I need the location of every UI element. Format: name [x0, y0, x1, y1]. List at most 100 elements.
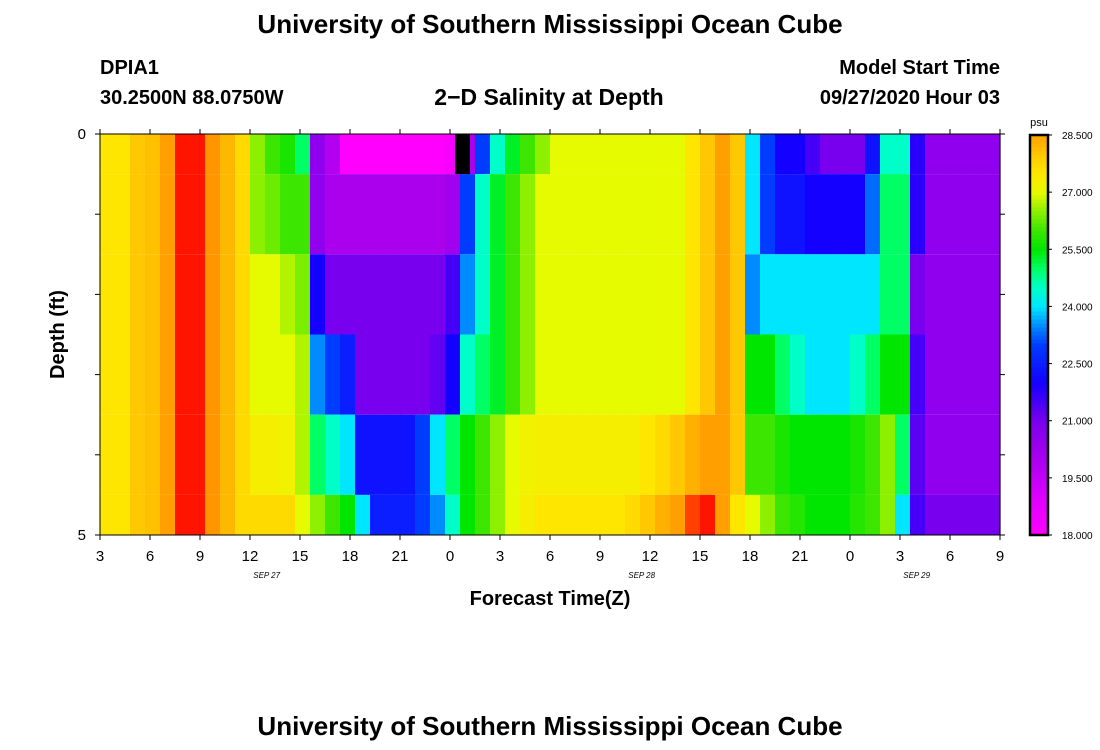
heatmap-cell: [355, 254, 371, 335]
colorbar-unit-label: psu: [1030, 117, 1048, 129]
heatmap-cell: [610, 414, 626, 495]
heatmap-cell: [235, 414, 251, 495]
heatmap-cell: [865, 334, 881, 415]
heatmap-cell: [400, 254, 416, 335]
heatmap-cell: [820, 254, 836, 335]
heatmap-cell: [565, 494, 581, 535]
heatmap-cell: [910, 494, 926, 535]
colorbar-segment: [1030, 139, 1048, 144]
colorbar-segment: [1030, 315, 1048, 320]
heatmap-cell: [145, 494, 161, 535]
heatmap-cell: [475, 254, 491, 335]
x-tick-label: 15: [692, 548, 709, 565]
colorbar-segment: [1030, 175, 1048, 180]
heatmap-cell: [520, 254, 536, 335]
heatmap-cell: [415, 174, 431, 255]
heatmap-cell: [505, 134, 521, 175]
heatmap-cell: [640, 334, 656, 415]
colorbar-segment: [1030, 343, 1048, 348]
heatmap-cell: [610, 494, 626, 535]
heatmap-cell: [880, 494, 896, 535]
colorbar-segment: [1030, 227, 1048, 232]
colorbar-segment: [1030, 211, 1048, 216]
colorbar-segment: [1030, 347, 1048, 352]
heatmap-cell: [415, 334, 431, 415]
colorbar-segment: [1030, 331, 1048, 336]
colorbar-segment: [1030, 191, 1048, 196]
colorbar-tick-label: 25.500: [1062, 245, 1093, 256]
heatmap-cell: [190, 134, 206, 175]
colorbar-segment: [1030, 459, 1048, 464]
heatmap-cell: [835, 134, 851, 175]
heatmap-cell: [100, 134, 116, 175]
heatmap-cell: [970, 254, 986, 335]
heatmap-cell: [535, 414, 551, 495]
heatmap-cell: [640, 254, 656, 335]
heatmap-cell: [355, 414, 371, 495]
heatmap-cell: [940, 414, 956, 495]
heatmap-cell: [520, 334, 536, 415]
colorbar-segment: [1030, 163, 1048, 168]
colorbar-segment: [1030, 471, 1048, 476]
x-tick-label: 6: [546, 548, 554, 565]
missing-value-marks: [455, 134, 470, 175]
heatmap-cell: [505, 254, 521, 335]
heatmap-cell: [235, 174, 251, 255]
heatmap-cell: [295, 494, 311, 535]
heatmap-cell: [760, 494, 776, 535]
x-tick-label: 9: [196, 548, 204, 565]
heatmap-cell: [730, 134, 746, 175]
heatmap-cell: [520, 134, 536, 175]
heatmap-cell: [805, 414, 821, 495]
heatmap-cell: [985, 134, 1001, 175]
colorbar-segment: [1030, 275, 1048, 280]
missing-value-mark: [455, 134, 470, 175]
colorbar-segment: [1030, 223, 1048, 228]
colorbar-segment: [1030, 467, 1048, 472]
heatmap-cell: [775, 134, 791, 175]
heatmap-cell: [745, 134, 761, 175]
heatmap-cell: [415, 414, 431, 495]
heatmap-cell: [145, 414, 161, 495]
heatmap-cell: [310, 134, 326, 175]
colorbar-segment: [1030, 519, 1048, 524]
heatmap-cell: [895, 334, 911, 415]
colorbar-segment: [1030, 171, 1048, 176]
heatmap-cell: [430, 174, 446, 255]
heatmap-cell: [655, 414, 671, 495]
heatmap-cell: [775, 254, 791, 335]
colorbar-segment: [1030, 247, 1048, 252]
colorbar-segment: [1030, 395, 1048, 400]
heatmap-cell: [145, 174, 161, 255]
heatmap-cell: [550, 334, 566, 415]
heatmap-cell: [730, 174, 746, 255]
heatmap-cell: [715, 254, 731, 335]
heatmap-cell: [235, 494, 251, 535]
heatmap-cell: [760, 334, 776, 415]
colorbar-segment: [1030, 527, 1048, 532]
heatmap-cell: [715, 174, 731, 255]
heatmap-cell: [370, 494, 386, 535]
colorbar-segment: [1030, 363, 1048, 368]
heatmap-cell: [370, 414, 386, 495]
heatmap-cell: [610, 134, 626, 175]
x-axis: 3 6 9 12 15 18 21 0 3 6 9 12 15 18 21 0 3 6 9 SEP 27 SEP 28 S…: [96, 129, 1004, 580]
heatmap-cell: [715, 134, 731, 175]
heatmap-cell: [700, 254, 716, 335]
colorbar-segment: [1030, 431, 1048, 436]
heatmap-cell: [640, 494, 656, 535]
heatmap-cell: [925, 494, 941, 535]
heatmap-cell: [880, 334, 896, 415]
heatmap-cell: [490, 134, 506, 175]
x-tick-label: 9: [596, 548, 604, 565]
heatmap-cell: [550, 494, 566, 535]
colorbar-tick-label: 19.500: [1062, 474, 1093, 485]
colorbar-segment: [1030, 179, 1048, 184]
heatmap-cell: [460, 334, 476, 415]
heatmap-cell: [400, 134, 416, 175]
heatmap-cell: [565, 334, 581, 415]
heatmap-cell: [160, 334, 176, 415]
x-tick-label: 0: [446, 548, 454, 565]
colorbar-segment: [1030, 311, 1048, 316]
